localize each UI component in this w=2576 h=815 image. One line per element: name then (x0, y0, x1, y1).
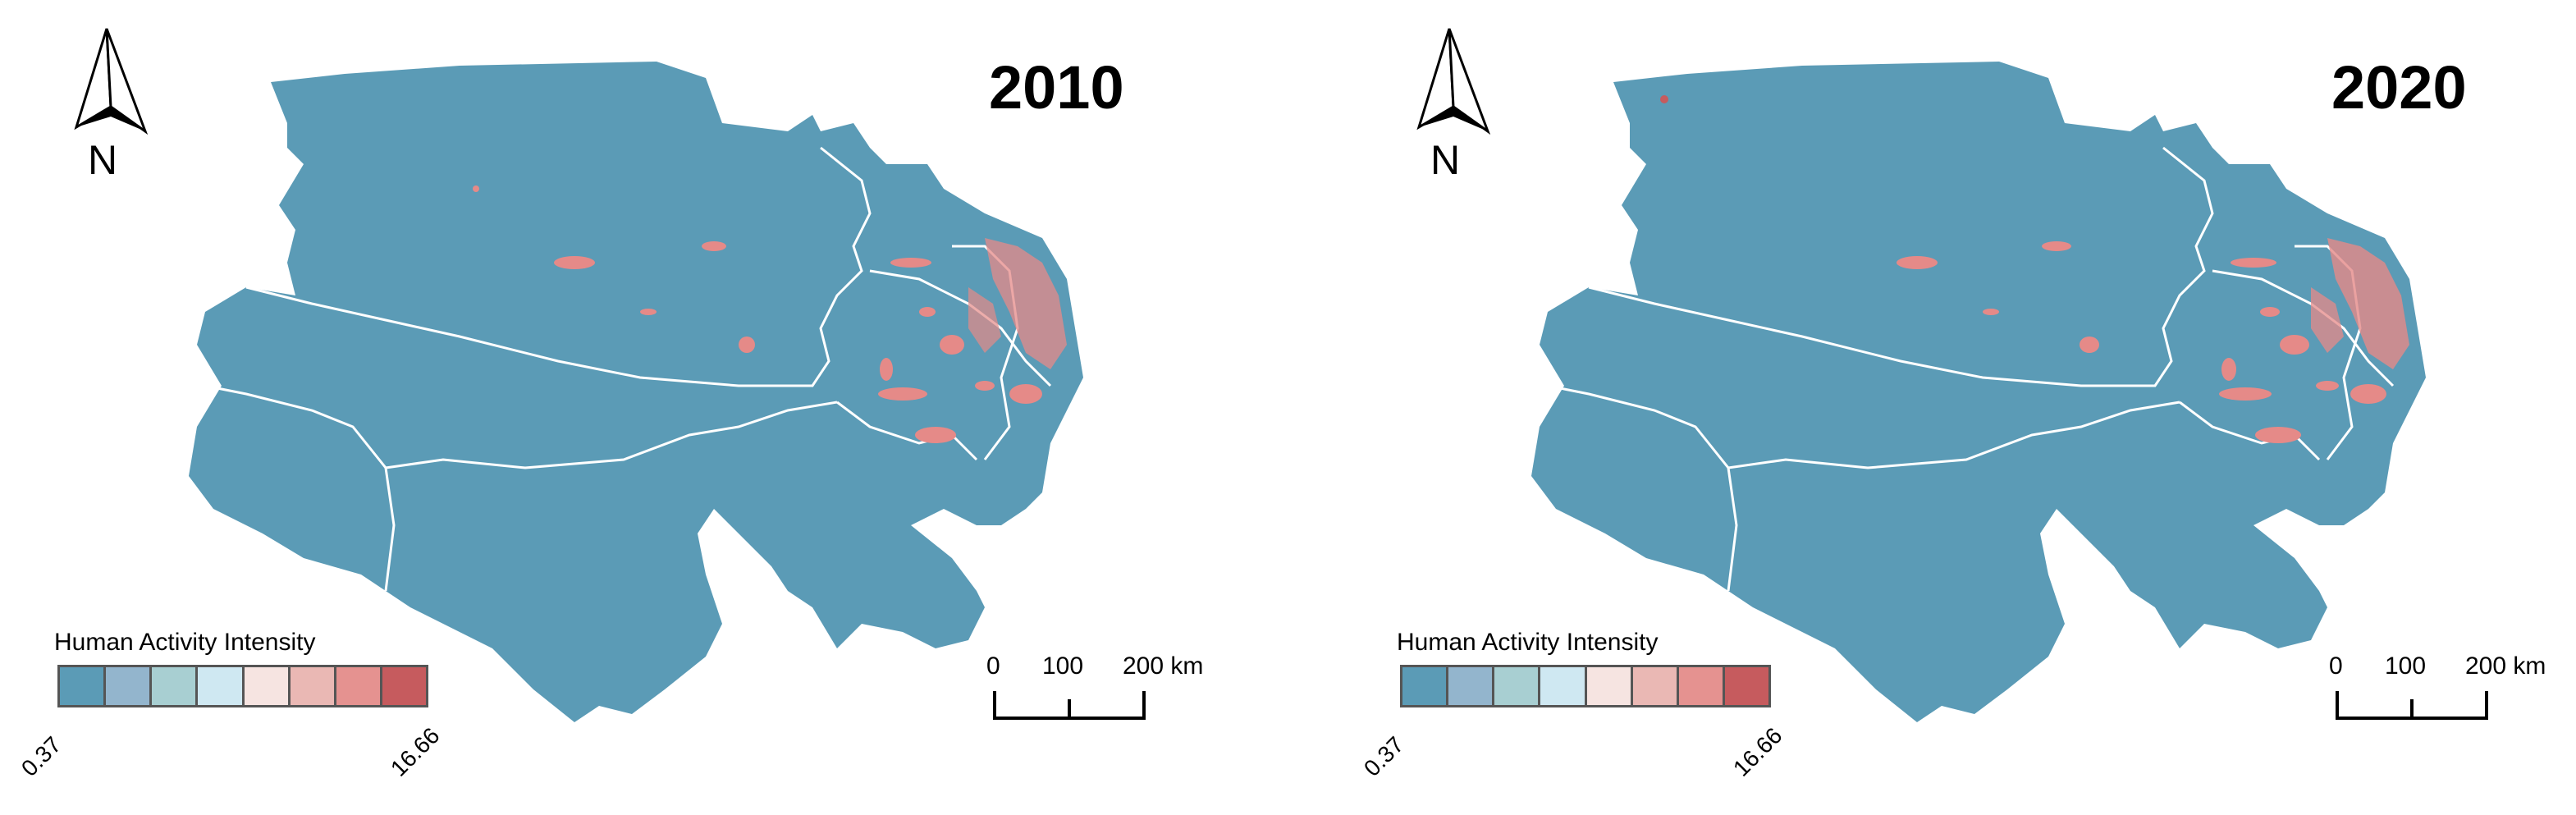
legend-swatch (336, 667, 382, 705)
province-map (189, 62, 1083, 722)
legend-swatch (198, 667, 245, 705)
legend-swatch (244, 667, 291, 705)
scale-line (2336, 691, 2488, 720)
legend-swatch (106, 667, 153, 705)
scale-line (993, 691, 1146, 720)
legend-swatch (382, 667, 426, 705)
legend-swatch (1402, 667, 1449, 705)
north-label: N (1430, 137, 1460, 181)
hotspots (473, 185, 1067, 443)
province-region (1531, 62, 2426, 722)
scale-tick-0: 0 (986, 652, 1000, 680)
north-arrow-icon: N (1416, 28, 1491, 181)
north-label: N (88, 137, 117, 181)
legend-swatch (290, 667, 336, 705)
scale-bar: 0 100 200 km (2319, 652, 2546, 726)
scale-tick-100: 100 (2385, 652, 2427, 680)
scale-tick-200: 200 km (2465, 652, 2546, 680)
scale-tick-0: 0 (2329, 652, 2343, 680)
legend-swatch (1540, 667, 1587, 705)
year-title: 2010 (989, 53, 1124, 121)
legend-swatch (1678, 667, 1725, 705)
legend-swatch (1632, 667, 1679, 705)
legend-swatch (1586, 667, 1633, 705)
legend-swatch (1724, 667, 1768, 705)
legend-swatch (1494, 667, 1541, 705)
legend-title: Human Activity Intensity (54, 629, 316, 656)
map-panel-2020: 2020 N Human Activity Intensity 0.37 16.… (1343, 0, 2576, 815)
scale-tick-200: 200 km (1123, 652, 1204, 680)
legend-color-bar (57, 665, 428, 707)
north-arrow-icon: N (74, 28, 149, 181)
legend-color-bar (1400, 665, 1771, 707)
province-map (1531, 62, 2426, 722)
hotspots (1660, 95, 2409, 443)
map-panel-2010: 2010 N Human Activity Intensity 0.37 16.… (16, 28, 1203, 781)
legend-title: Human Activity Intensity (1397, 629, 1659, 656)
legend-swatch (152, 667, 199, 705)
scale-bar: 0 100 200 km (977, 652, 1203, 726)
scale-tick-100: 100 (1042, 652, 1084, 680)
province-region (189, 62, 1083, 722)
year-title: 2020 (2331, 53, 2467, 121)
legend-swatch (60, 667, 107, 705)
legend-swatch (1448, 667, 1495, 705)
